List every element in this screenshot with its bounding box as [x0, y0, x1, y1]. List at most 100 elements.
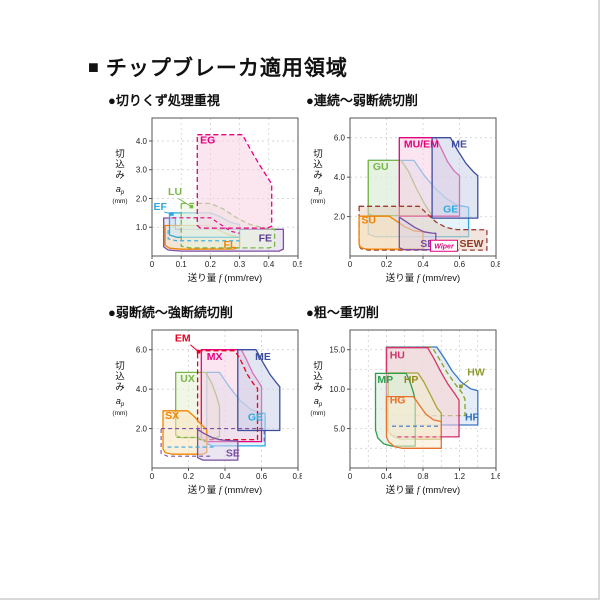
x-axis-label: 送り量 f (mm/rev) — [386, 484, 460, 496]
y-tick-label: 2.0 — [334, 212, 346, 221]
region-label-hu: HU — [390, 349, 405, 361]
x-tick-label: 0.2 — [381, 260, 393, 269]
y-axis-label: み — [115, 170, 125, 181]
chart-canvas: 0 0.2 0.4 0.6 0.8 2.0 4.0 6.0 GE UX MX ME SX SE EM 送り量 … — [112, 329, 302, 496]
y-axis-unit-label: (mm) — [310, 198, 325, 205]
y-tick-label: 5.0 — [334, 424, 346, 433]
region-label-lu: LU — [168, 186, 182, 198]
callout-marker — [196, 349, 201, 354]
boundary-line — [167, 230, 240, 242]
callout-marker — [170, 212, 174, 216]
x-tick-label: 0.5 — [292, 260, 302, 269]
y-tick-label: 2.0 — [136, 424, 148, 433]
wiper-badge-label: Wiper — [434, 243, 455, 250]
y-axis-label: 切 — [115, 149, 125, 160]
region-label-su: SU — [361, 214, 376, 226]
callout-line — [178, 198, 192, 207]
region-label-gu: GU — [373, 161, 389, 173]
region-eg — [196, 134, 273, 229]
region-em — [196, 350, 259, 441]
y-axis-label: み — [313, 170, 323, 181]
x-tick-label: 0 — [348, 472, 353, 481]
x-tick-label: 0.8 — [490, 260, 500, 269]
x-tick-label: 0.8 — [292, 472, 302, 481]
chart-panel-interrupted: ●弱断続〜強断続切削 0 0.2 0.4 0.6 0.8 2.0 4.0 6.0 GE UX MX M… — [108, 302, 306, 514]
y-axis-label: み — [313, 382, 323, 393]
x-tick-label: 0.4 — [263, 260, 275, 269]
y-tick-label: 3.0 — [136, 166, 148, 175]
wiper-badge — [429, 239, 458, 252]
y-axis-label: 込 — [313, 160, 323, 171]
x-tick-label: 0.6 — [256, 472, 268, 481]
chart-title: ●粗〜重切削 — [306, 305, 379, 320]
y-tick-label: 10.0 — [329, 385, 345, 394]
chart-canvas: 0 0.4 0.8 1.2 1.6 5.0 10.0 15.0 HF HU HP MP HG HW 送り量 … — [310, 329, 500, 496]
region-label-mx: MX — [207, 351, 223, 363]
x-tick-label: 0.3 — [234, 260, 246, 269]
x-tick-label: 0 — [150, 260, 155, 269]
x-tick-label: 0 — [150, 472, 155, 481]
y-axis-var-label: ap — [314, 184, 323, 196]
region-hg — [385, 395, 442, 449]
y-axis-var-label: ap — [116, 184, 125, 196]
region-label-fe: FE — [259, 233, 272, 245]
page-title-text: チップブレーカ適用領域 — [105, 57, 348, 80]
region-me — [237, 349, 281, 432]
callout-marker — [459, 384, 463, 389]
region-label-mp: MP — [377, 374, 393, 386]
x-tick-label: 1.6 — [490, 472, 500, 481]
region-label-sx: SX — [165, 410, 179, 422]
x-tick-label: 0.4 — [219, 472, 231, 481]
x-axis-label: 送り量 f (mm/rev) — [386, 272, 460, 284]
y-tick-label: 6.0 — [136, 346, 148, 355]
y-axis-label: 切 — [115, 361, 125, 372]
region-label-sew: SEW — [460, 238, 484, 250]
y-tick-label: 15.0 — [329, 346, 345, 355]
y-tick-label: 6.0 — [334, 134, 346, 143]
boundary-line — [172, 217, 240, 234]
x-tick-label: 0.2 — [183, 472, 195, 481]
region-label-hf: HF — [465, 412, 480, 424]
region-label-em: EM — [175, 332, 191, 344]
y-axis-label: 込 — [115, 160, 125, 171]
x-axis-label: 送り量 f (mm/rev) — [188, 272, 262, 284]
y-axis-var-label: ap — [116, 396, 125, 408]
region-label-ux: UX — [180, 373, 195, 385]
region-se — [398, 216, 437, 251]
y-axis-label: 込 — [115, 372, 125, 383]
region-label-hp: HP — [404, 374, 419, 386]
page-title: ■ チップブレーカ適用領域 — [88, 52, 348, 82]
region-label-hg: HG — [390, 394, 406, 406]
x-tick-label: 0 — [348, 260, 353, 269]
region-label-me: ME — [451, 139, 467, 151]
plot-frame — [151, 117, 299, 257]
region-label-se: SE — [226, 448, 240, 460]
y-axis-unit-label: (mm) — [112, 198, 127, 205]
region-label-hw: HW — [467, 367, 485, 379]
chart-title: ●切りくず処理重視 — [108, 93, 220, 108]
x-tick-label: 0.1 — [176, 260, 188, 269]
x-axis-label: 送り量 f (mm/rev) — [188, 484, 262, 496]
region-label-fl: FL — [224, 239, 237, 251]
boundary-line — [161, 428, 265, 442]
y-axis-label: 切 — [313, 361, 323, 372]
region-label-ge: GE — [248, 412, 263, 424]
chart-panel-chip-disposal: ●切りくず処理重視 0 0.1 0.2 0.3 0.4 0.5 1.0 2.0 3.0 4.0 FE… — [108, 90, 306, 302]
region-label-ef: EF — [153, 201, 167, 213]
y-tick-label: 4.0 — [136, 137, 148, 146]
title-square-icon: ■ — [88, 57, 100, 77]
chart-panel-rough-heavy: ●粗〜重切削 0 0.4 0.8 1.2 1.6 5.0 10.0 15.0 HF HU HP MP H… — [306, 302, 504, 514]
chart-title: ●連続〜弱断続切削 — [306, 93, 418, 108]
x-tick-label: 0.2 — [205, 260, 217, 269]
callout-marker — [189, 204, 194, 209]
x-tick-label: 1.2 — [454, 472, 466, 481]
x-tick-label: 0.4 — [381, 472, 393, 481]
charts-grid: ●切りくず処理重視 0 0.1 0.2 0.3 0.4 0.5 1.0 2.0 3.0 4.0 FE… — [108, 90, 504, 514]
x-tick-label: 0.8 — [417, 472, 429, 481]
y-tick-label: 2.0 — [136, 194, 148, 203]
chart-panel-continuous: ●連続〜弱断続切削 0 0.2 0.4 0.6 0.8 2.0 4.0 6.0 GE GU MU/E… — [306, 90, 504, 302]
region-label-me: ME — [255, 351, 271, 363]
region-label-mu-em: MU/EM — [404, 139, 439, 151]
